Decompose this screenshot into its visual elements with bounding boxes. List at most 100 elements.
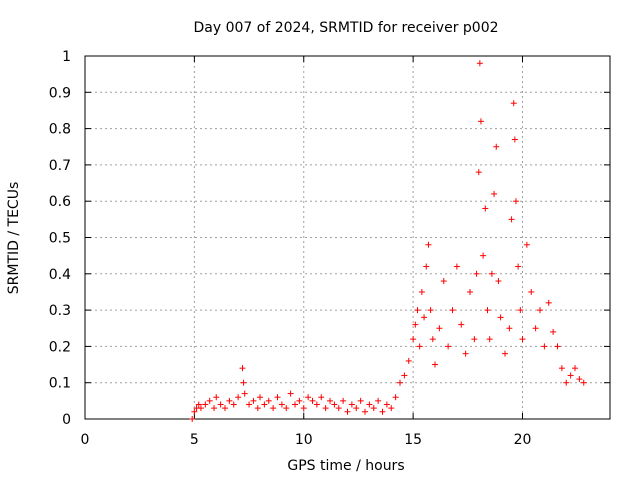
data-point bbox=[195, 401, 202, 408]
data-point bbox=[327, 397, 333, 404]
data-point bbox=[493, 143, 500, 150]
data-point bbox=[523, 241, 530, 248]
data-point bbox=[217, 401, 224, 408]
data-point bbox=[366, 401, 373, 408]
data-point bbox=[335, 405, 342, 412]
chart-title: Day 007 of 2024, SRMTID for receiver p00… bbox=[193, 20, 498, 36]
data-point bbox=[508, 216, 515, 223]
data-point bbox=[370, 405, 377, 412]
data-point bbox=[488, 270, 495, 277]
data-point bbox=[554, 343, 561, 350]
grid-lines bbox=[85, 56, 610, 419]
data-point bbox=[239, 365, 246, 372]
data-point bbox=[254, 405, 261, 412]
data-point bbox=[528, 288, 535, 295]
data-point bbox=[462, 350, 469, 357]
y-tick-label: 0.3 bbox=[49, 303, 71, 319]
data-point bbox=[458, 321, 465, 328]
data-point bbox=[357, 397, 364, 404]
data-point bbox=[202, 401, 209, 408]
y-tick-label: 1 bbox=[62, 49, 71, 65]
data-point bbox=[537, 307, 543, 314]
data-point bbox=[510, 100, 517, 107]
x-tick-label: 20 bbox=[514, 432, 532, 448]
y-tick-label: 0.6 bbox=[49, 194, 71, 210]
data-point bbox=[240, 379, 247, 386]
data-point bbox=[313, 401, 320, 408]
y-tick-label: 0.9 bbox=[49, 85, 71, 101]
x-tick-label: 10 bbox=[295, 432, 313, 448]
data-point bbox=[388, 405, 395, 412]
data-point bbox=[484, 307, 491, 314]
y-tick-label: 0.8 bbox=[49, 122, 71, 138]
y-axis-label: SRMTID / TECUs bbox=[6, 182, 22, 295]
y-tick-label: 0 bbox=[62, 412, 71, 428]
data-point bbox=[432, 361, 438, 368]
data-point bbox=[189, 416, 196, 422]
data-point bbox=[477, 118, 484, 125]
data-point bbox=[283, 405, 290, 412]
data-point bbox=[512, 198, 519, 205]
data-point bbox=[423, 263, 430, 270]
data-point bbox=[292, 401, 298, 408]
data-point bbox=[563, 379, 570, 386]
data-point bbox=[545, 299, 552, 306]
data-point bbox=[379, 408, 386, 415]
data-point bbox=[340, 397, 347, 404]
data-point bbox=[475, 169, 482, 176]
data-point bbox=[482, 205, 489, 212]
data-point bbox=[414, 307, 421, 314]
data-point bbox=[348, 401, 355, 408]
data-point bbox=[445, 343, 452, 350]
data-point bbox=[278, 401, 285, 408]
x-tick-label: 15 bbox=[404, 432, 422, 448]
data-point bbox=[405, 357, 412, 364]
data-point bbox=[427, 307, 434, 314]
data-point bbox=[476, 60, 483, 67]
data-point bbox=[491, 190, 498, 197]
data-point bbox=[222, 405, 228, 412]
data-point bbox=[532, 325, 539, 332]
data-point bbox=[206, 397, 213, 404]
data-point bbox=[511, 136, 518, 143]
data-points bbox=[189, 60, 587, 422]
data-point bbox=[211, 405, 218, 412]
data-point bbox=[425, 241, 432, 248]
data-point bbox=[287, 390, 294, 397]
data-point bbox=[197, 405, 204, 412]
data-point bbox=[558, 365, 565, 372]
data-point bbox=[502, 350, 508, 357]
data-point bbox=[467, 288, 473, 295]
data-point bbox=[429, 336, 436, 343]
data-point bbox=[241, 390, 248, 397]
data-point bbox=[261, 401, 268, 408]
data-point bbox=[274, 394, 281, 401]
data-point bbox=[449, 307, 456, 314]
data-point bbox=[235, 394, 242, 401]
data-point bbox=[296, 397, 303, 404]
data-point bbox=[576, 376, 583, 383]
y-tick-label: 0.2 bbox=[49, 339, 71, 355]
data-point bbox=[397, 379, 403, 386]
data-point bbox=[250, 397, 257, 404]
y-tick-label: 0.1 bbox=[49, 376, 71, 392]
x-tick-label: 0 bbox=[81, 432, 90, 448]
y-tick-label: 0.7 bbox=[49, 158, 71, 174]
data-point bbox=[353, 405, 360, 412]
data-point bbox=[515, 263, 522, 270]
x-tick-label: 5 bbox=[190, 432, 199, 448]
y-tick-label: 0.4 bbox=[49, 267, 71, 283]
data-point bbox=[486, 336, 493, 343]
data-point bbox=[473, 270, 480, 277]
data-point bbox=[213, 394, 220, 401]
data-point bbox=[541, 343, 548, 350]
data-point bbox=[265, 397, 272, 404]
data-point bbox=[480, 252, 487, 259]
data-point bbox=[375, 397, 382, 404]
data-point bbox=[322, 405, 329, 412]
data-point bbox=[572, 365, 578, 372]
data-point bbox=[471, 336, 478, 343]
data-point bbox=[517, 307, 524, 314]
data-point bbox=[401, 372, 408, 379]
